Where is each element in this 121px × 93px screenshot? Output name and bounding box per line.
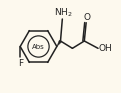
- Text: NH$_2$: NH$_2$: [54, 6, 73, 19]
- Polygon shape: [57, 40, 62, 46]
- Text: O: O: [83, 13, 90, 22]
- Text: F: F: [18, 59, 23, 68]
- Text: Abs: Abs: [32, 44, 45, 49]
- Text: OH: OH: [98, 44, 112, 53]
